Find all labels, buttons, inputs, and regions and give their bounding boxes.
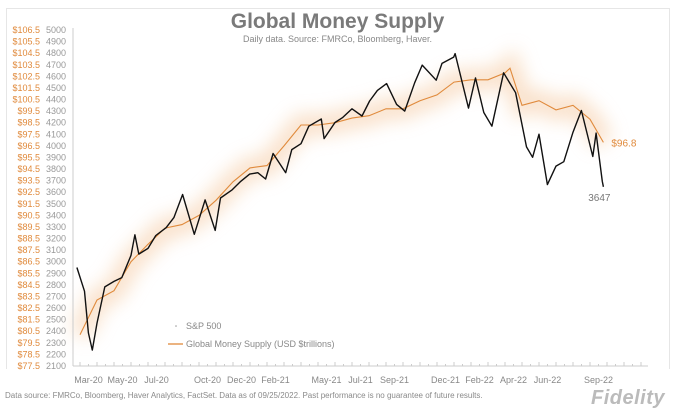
money-tick-label: $81.5 xyxy=(17,315,40,325)
money-tick-label: $98.5 xyxy=(17,118,40,128)
money-tick-label: $95.5 xyxy=(17,152,40,162)
x-tick-label: Oct-20 xyxy=(194,375,221,385)
chart-subtitle: Daily data. Source: FMRCo, Bloomberg, Ha… xyxy=(242,34,433,44)
money-tick-label: $86.5 xyxy=(17,257,40,267)
legend-sp500-marker xyxy=(175,325,177,327)
sp500-tick-label: 2400 xyxy=(46,326,66,336)
sp500-tick-label: 3900 xyxy=(46,152,66,162)
money-tick-label: $106.5 xyxy=(12,25,40,35)
money-tick-label: $102.5 xyxy=(12,71,40,81)
money-tick-label: $89.5 xyxy=(17,222,40,232)
money-supply-line xyxy=(79,67,604,335)
money-tick-label: $83.5 xyxy=(17,291,40,301)
money-tick-label: $77.5 xyxy=(17,361,40,371)
sp500-tick-label: 2200 xyxy=(46,349,66,359)
sp500-last-label: 3647 xyxy=(588,193,611,204)
legend-money-label: Global Money Supply (USD $trillions) xyxy=(186,339,335,349)
fidelity-logo: Fidelity xyxy=(590,387,665,409)
sp500-tick-label: 3200 xyxy=(46,234,66,244)
money-tick-label: $78.5 xyxy=(17,349,40,359)
money-supply-glow xyxy=(70,48,613,340)
sp500-tick-label: 3300 xyxy=(46,222,66,232)
x-tick-label: Feb-22 xyxy=(465,375,494,385)
chart-title: Global Money Supply xyxy=(230,10,445,33)
money-tick-label: $103.5 xyxy=(12,60,40,70)
money-tick-label: $105.5 xyxy=(12,37,40,47)
x-tick-label: Jun-22 xyxy=(534,375,562,385)
sp500-tick-label: 2700 xyxy=(46,291,66,301)
sp500-tick-label: 4200 xyxy=(46,118,66,128)
sp500-tick-label: 2900 xyxy=(46,268,66,278)
money-tick-label: $87.5 xyxy=(17,245,40,255)
money-tick-label: $101.5 xyxy=(12,83,40,93)
sp500-tick-label: 2500 xyxy=(46,315,66,325)
x-tick-label: Mar-20 xyxy=(74,375,103,385)
money-tick-label: $88.5 xyxy=(17,234,40,244)
x-tick-label: Sep-22 xyxy=(584,375,613,385)
money-tick-label: $97.5 xyxy=(17,129,40,139)
sp500-tick-label: 3500 xyxy=(46,199,66,209)
sp500-tick-label: 3700 xyxy=(46,176,66,186)
sp500-tick-label: 2800 xyxy=(46,280,66,290)
x-tick-label: Dec-20 xyxy=(227,375,256,385)
sp500-tick-label: 3800 xyxy=(46,164,66,174)
sp500-tick-label: 4000 xyxy=(46,141,66,151)
money-tick-label: $85.5 xyxy=(17,268,40,278)
money-tick-label: $96.5 xyxy=(17,141,40,151)
sp500-tick-label: 4300 xyxy=(46,106,66,116)
sp500-line xyxy=(76,52,605,351)
money-tick-label: $82.5 xyxy=(17,303,40,313)
sp500-tick-label: 4100 xyxy=(46,129,66,139)
money-last-label: $96.8 xyxy=(611,138,636,149)
sp500-tick-label: 4600 xyxy=(46,71,66,81)
money-tick-label: $104.5 xyxy=(12,48,40,58)
x-tick-label: May-20 xyxy=(107,375,137,385)
sp500-tick-label: 2100 xyxy=(46,361,66,371)
money-tick-label: $92.5 xyxy=(17,187,40,197)
money-tick-label: $84.5 xyxy=(17,280,40,290)
money-tick-label: $99.5 xyxy=(17,106,40,116)
sp500-tick-label: 4700 xyxy=(46,60,66,70)
sp500-tick-label: 4800 xyxy=(46,48,66,58)
sp500-tick-label: 3000 xyxy=(46,257,66,267)
x-tick-label: Feb-21 xyxy=(261,375,290,385)
sp500-tick-label: 2300 xyxy=(46,338,66,348)
sp500-tick-label: 3400 xyxy=(46,210,66,220)
x-tick-label: Jul-20 xyxy=(144,375,169,385)
sp500-tick-label: 4400 xyxy=(46,95,66,105)
money-tick-label: $80.5 xyxy=(17,326,40,336)
money-tick-label: $79.5 xyxy=(17,338,40,348)
chart-frame xyxy=(6,8,670,369)
money-tick-label: $90.5 xyxy=(17,210,40,220)
x-tick-label: Sep-21 xyxy=(380,375,409,385)
money-tick-label: $94.5 xyxy=(17,164,40,174)
x-tick-label: Dec-21 xyxy=(431,375,460,385)
sp500-tick-label: 4900 xyxy=(46,37,66,47)
sp500-tick-label: 3100 xyxy=(46,245,66,255)
sp500-tick-label: 3600 xyxy=(46,187,66,197)
x-tick-label: May-21 xyxy=(311,375,341,385)
sp500-tick-label: 2600 xyxy=(46,303,66,313)
money-tick-label: $100.5 xyxy=(12,95,40,105)
sp500-tick-label: 4500 xyxy=(46,83,66,93)
legend-sp500-label: S&P 500 xyxy=(186,321,221,331)
x-tick-label: Jul-21 xyxy=(348,375,373,385)
sp500-tick-label: 5000 xyxy=(46,25,66,35)
money-tick-label: $93.5 xyxy=(17,176,40,186)
money-tick-label: $91.5 xyxy=(17,199,40,209)
x-tick-label: Apr-22 xyxy=(500,375,527,385)
footnote: Data source: FMRCo, Bloomberg, Haver Ana… xyxy=(5,391,483,400)
